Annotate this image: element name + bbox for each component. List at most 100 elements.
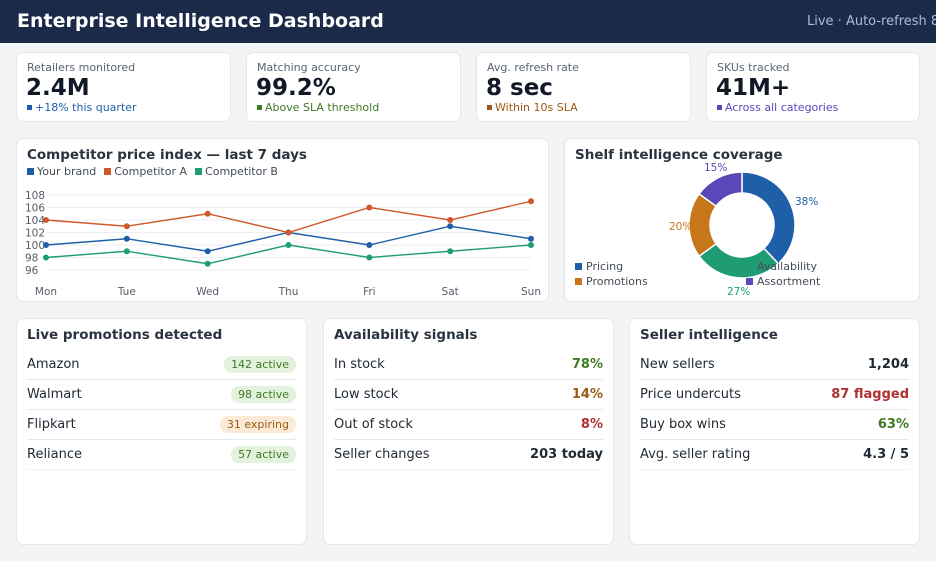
kpi-value: 99.2% (256, 75, 336, 101)
price-index-legend: Your brand Competitor A Competitor B (27, 165, 278, 178)
data-point[interactable] (123, 248, 130, 255)
kpi-label: Retailers monitored (27, 61, 136, 74)
metric-label: In stock (334, 357, 385, 372)
legend-promotions: Promotions (575, 275, 648, 288)
kpi-label: Matching accuracy (257, 61, 361, 74)
seller-card: Seller intelligence New sellers 1,204 Pr… (629, 318, 920, 545)
x-tick-label: Mon (35, 286, 57, 298)
availability-title: Availability signals (334, 327, 478, 343)
legend-label: Promotions (586, 275, 648, 288)
metric-value: 8% (580, 417, 603, 432)
data-point[interactable] (528, 198, 534, 205)
availability-row: Low stock 14% (334, 380, 603, 410)
promotion-row[interactable]: Walmart 98 active (27, 380, 296, 410)
data-point[interactable] (447, 217, 454, 223)
data-point[interactable] (123, 223, 130, 230)
slice-label-availability: 27% (727, 286, 751, 298)
kpi-subtext: Within 10s SLA (487, 101, 578, 114)
legend-label: Your brand (37, 165, 97, 178)
data-point[interactable] (285, 242, 292, 248)
metric-value: 1,204 (867, 357, 909, 372)
data-point[interactable] (366, 204, 373, 211)
legend-swatch (746, 278, 753, 285)
x-tick-label: Wed (196, 286, 219, 298)
availability-row: In stock 78% (334, 350, 603, 380)
data-point[interactable] (366, 242, 373, 248)
legend-label: Competitor B (205, 165, 278, 178)
legend-assortment: Assortment (746, 275, 820, 288)
data-point[interactable] (204, 210, 211, 217)
y-tick-label: 106 (25, 203, 45, 215)
dashboard-title: Enterprise Intelligence Dashboard (17, 10, 384, 32)
legend-label: Competitor A (114, 165, 188, 178)
seller-row: Price undercuts 87 flagged (640, 380, 909, 410)
promotion-row[interactable]: Reliance 57 active (27, 440, 296, 470)
data-point[interactable] (123, 235, 130, 242)
retailer-name: Flipkart (27, 417, 76, 432)
y-tick-label: 108 (25, 190, 45, 202)
shelf-coverage-title: Shelf intelligence coverage (575, 147, 783, 163)
status-marker-icon (717, 105, 722, 110)
promotion-badge: 57 active (231, 446, 296, 463)
y-tick-label: 98 (25, 253, 38, 265)
kpi-subtext: Above SLA threshold (257, 101, 379, 114)
data-point[interactable] (447, 248, 454, 255)
donut-slice-assortment[interactable] (698, 171, 743, 208)
legend-swatch (746, 263, 753, 270)
promotion-row[interactable]: Flipkart 31 expiring (27, 410, 296, 440)
retailer-name: Reliance (27, 447, 83, 462)
legend-competitor-a: Competitor A (104, 165, 187, 178)
data-point[interactable] (528, 242, 534, 248)
status-marker-icon (487, 105, 492, 110)
metric-label: Low stock (334, 387, 399, 402)
data-point[interactable] (204, 248, 211, 255)
legend-swatch (195, 168, 203, 175)
legend-label: Availability (757, 260, 817, 273)
promotions-title: Live promotions detected (27, 327, 223, 343)
promotion-badge: 31 expiring (219, 416, 296, 433)
metric-label: Out of stock (334, 417, 413, 432)
data-point[interactable] (43, 254, 49, 261)
metric-value: 4.3 / 5 (863, 447, 909, 462)
metric-value: 87 flagged (831, 387, 909, 402)
legend-swatch (575, 263, 582, 270)
donut-slice-pricing[interactable] (741, 171, 796, 265)
data-point[interactable] (366, 254, 373, 261)
metric-label: New sellers (640, 357, 715, 372)
price-index-card: Competitor price index — last 7 days You… (16, 138, 549, 302)
legend-availability: Availability (746, 260, 817, 273)
retailer-name: Amazon (27, 357, 80, 372)
trend-marker-icon (27, 105, 32, 110)
y-tick-label: 104 (25, 215, 45, 227)
data-point[interactable] (285, 229, 292, 236)
data-point[interactable] (43, 217, 49, 223)
metric-label: Price undercuts (640, 387, 741, 402)
promotion-row[interactable]: Amazon 142 active (27, 350, 296, 380)
kpi-value: 8 sec (486, 75, 553, 101)
y-tick-label: 102 (25, 228, 45, 240)
status-marker-icon (257, 105, 262, 110)
kpi-subtext-label: +18% this quarter (35, 101, 137, 114)
slice-label-promotions: 20% (669, 221, 693, 233)
kpi-subtext-label: Above SLA threshold (265, 101, 380, 114)
legend-pricing: Pricing (575, 260, 623, 273)
x-tick-label: Tue (117, 286, 136, 298)
kpi-value: 2.4M (26, 75, 90, 101)
slice-label-pricing: 38% (795, 196, 819, 208)
y-tick-label: 96 (25, 265, 39, 277)
legend-your-brand: Your brand (27, 165, 96, 178)
availability-row: Out of stock 8% (334, 410, 603, 440)
data-point[interactable] (528, 235, 534, 242)
data-point[interactable] (204, 260, 211, 267)
promotions-card: Live promotions detected Amazon 142 acti… (16, 318, 307, 545)
legend-swatch (27, 168, 34, 175)
kpi-card-accuracy: Matching accuracy 99.2% Above SLA thresh… (246, 52, 461, 122)
promotion-badge: 142 active (224, 356, 296, 373)
y-tick-label: 100 (25, 240, 45, 252)
data-point[interactable] (43, 242, 49, 248)
x-tick-label: Sat (442, 286, 459, 298)
legend-swatch (104, 168, 112, 175)
x-tick-label: Sun (521, 286, 541, 298)
data-point[interactable] (447, 223, 454, 230)
